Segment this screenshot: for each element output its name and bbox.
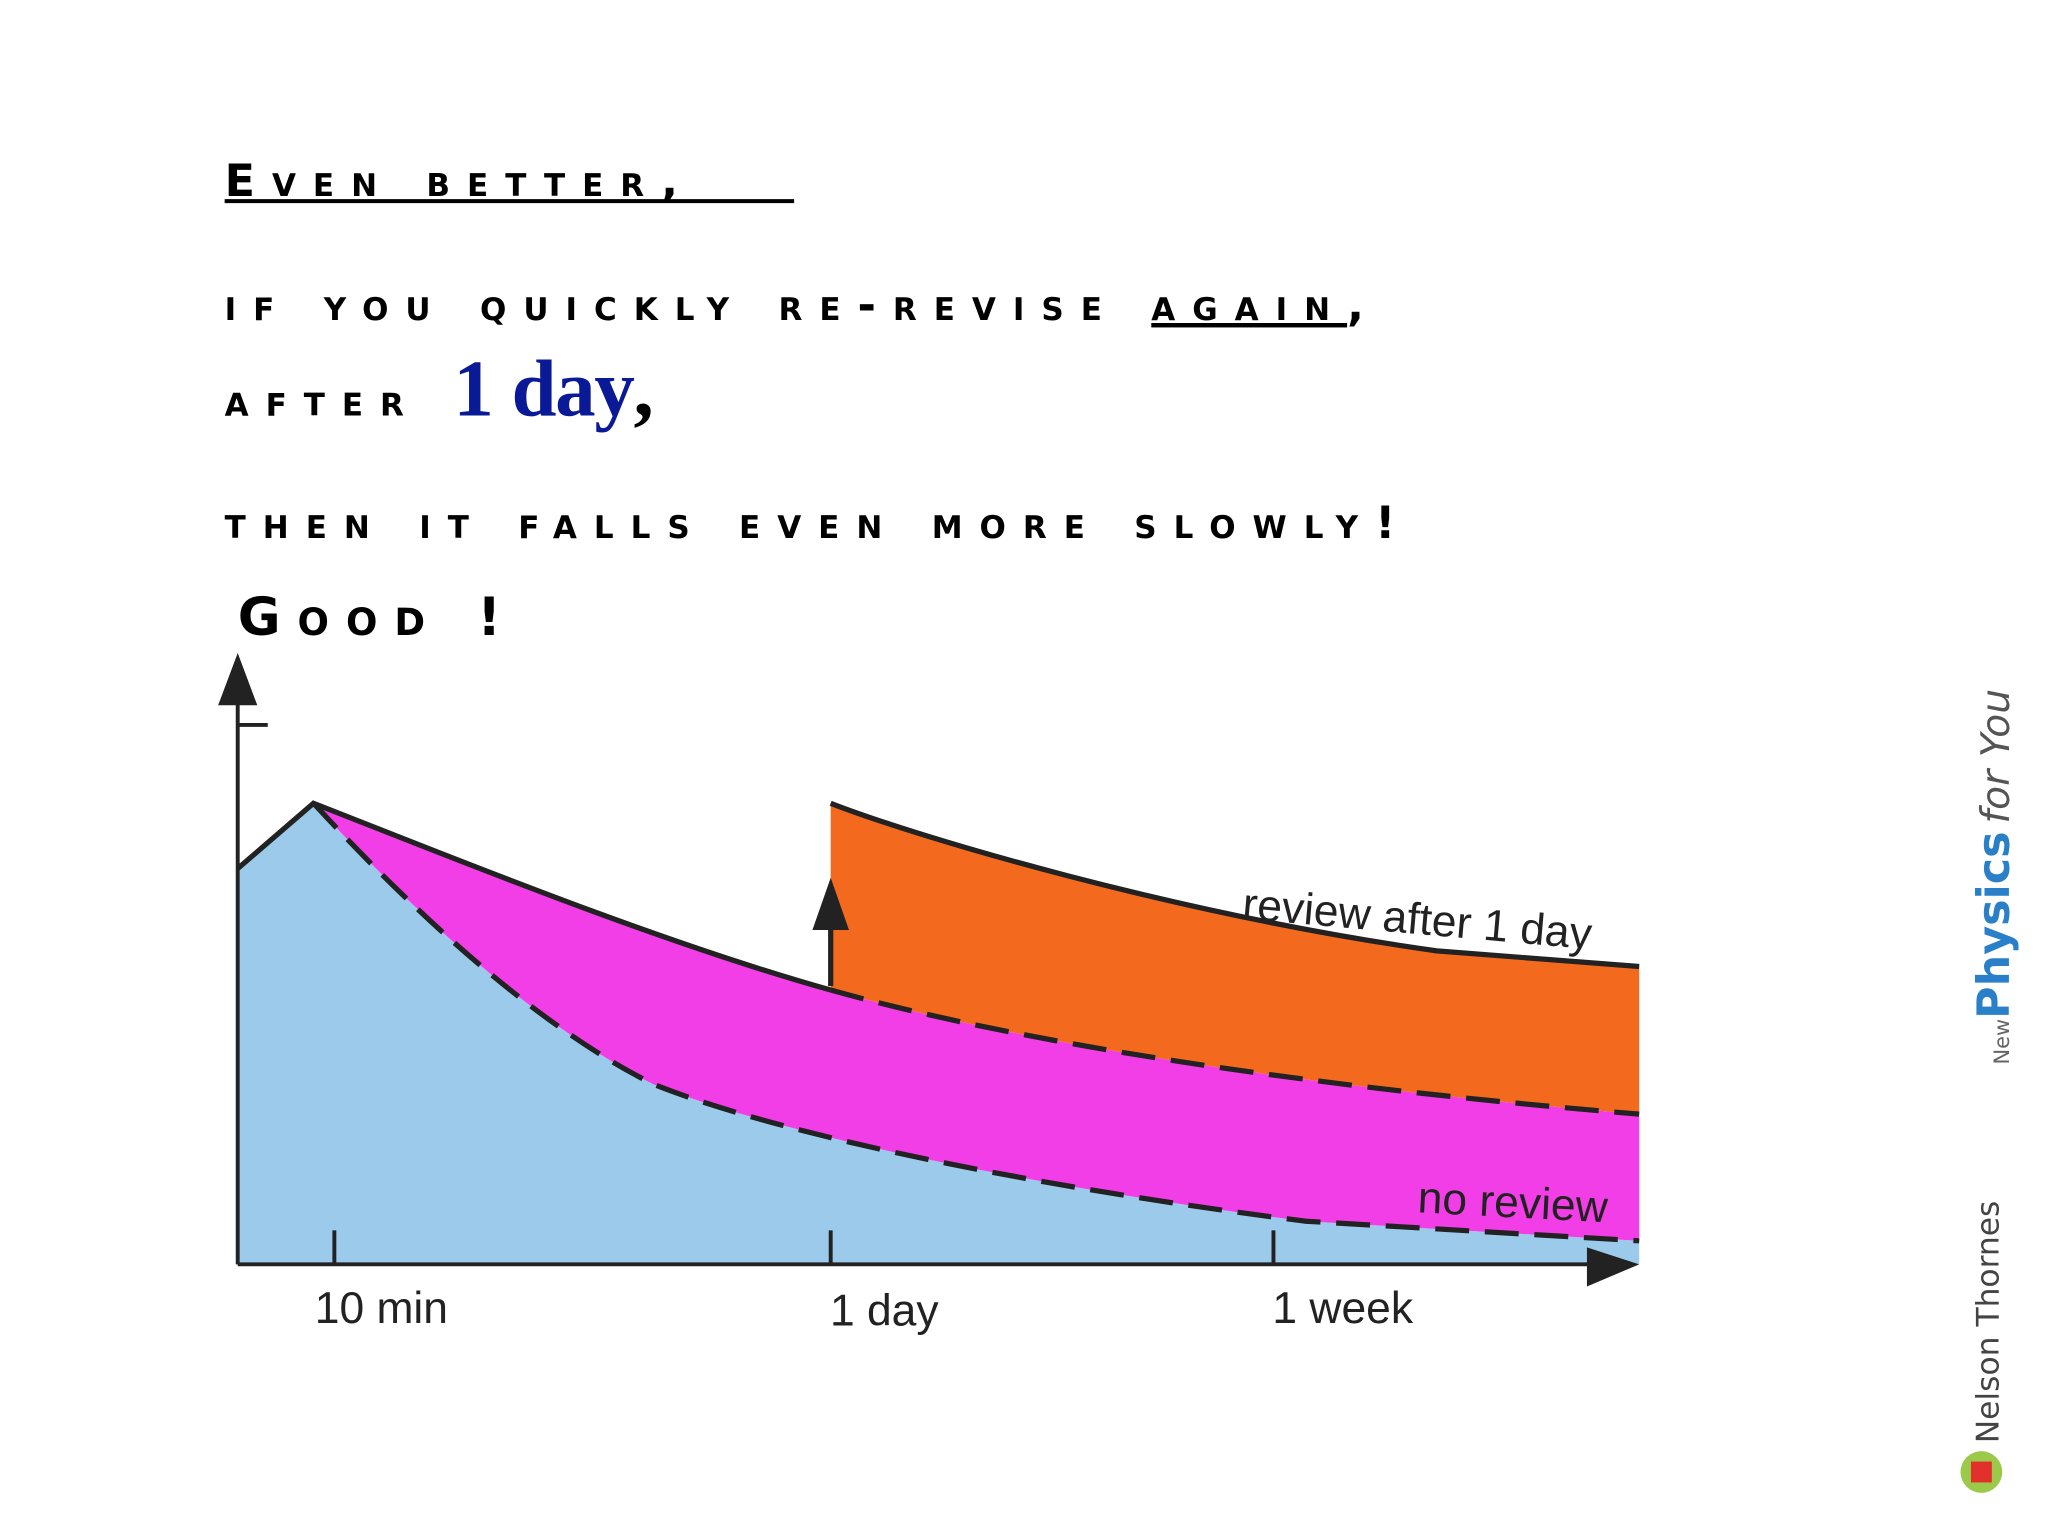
- series-credit: NewPhysics for You: [1969, 689, 2020, 1065]
- x-axis-arrow: [1586, 1247, 1640, 1287]
- review-arrow-head: [812, 877, 849, 930]
- line: after 1 day,: [225, 343, 654, 433]
- second-review-area: [830, 803, 1640, 1115]
- line: if you quickly re-revise again,: [225, 280, 1381, 331]
- diagram: review after 1 day no review 10 min 1 da…: [218, 653, 1640, 1336]
- emphasis: again: [1151, 280, 1347, 331]
- credits: NewPhysics for You Nelson Thornes: [1960, 689, 2020, 1493]
- publisher-logo: [1970, 1461, 1992, 1483]
- x-label: 1 day: [830, 1287, 939, 1336]
- dashed-curve: [311, 801, 1640, 1244]
- heading: Even better,: [225, 156, 695, 207]
- x-label: 1 week: [1272, 1284, 1413, 1333]
- x-label: 10 min: [315, 1284, 448, 1333]
- line: then it falls even more slowly!: [225, 498, 1413, 549]
- curve-label: no review: [1417, 1173, 1610, 1232]
- publisher: Nelson Thornes: [1970, 1201, 2006, 1444]
- series-name: Physics: [1969, 831, 2020, 1018]
- text: if you quickly re-revise: [225, 280, 1152, 331]
- line: Good !: [238, 588, 518, 648]
- first-review-area: [313, 803, 1640, 1241]
- series-prefix: New: [1990, 1019, 2014, 1065]
- y-axis-arrow: [218, 653, 258, 706]
- highlight: 1 day: [453, 343, 634, 433]
- text: ,: [634, 343, 654, 433]
- no-review-area: [237, 803, 1640, 1265]
- series-suffix: for You: [1974, 689, 2019, 824]
- curve: [236, 800, 1640, 993]
- text: ,: [1347, 280, 1381, 331]
- text: after: [225, 375, 454, 426]
